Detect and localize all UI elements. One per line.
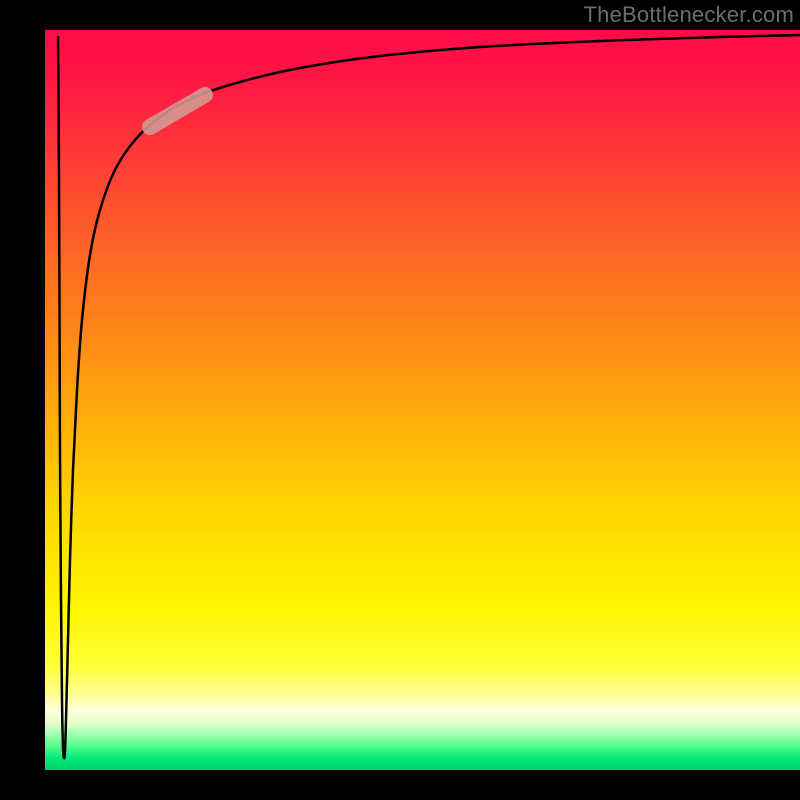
chart-svg — [0, 0, 800, 800]
plot-background — [45, 30, 800, 770]
watermark-text: TheBottlenecker.com — [584, 2, 794, 28]
chart-container: { "meta": { "watermark_text": "TheBottle… — [0, 0, 800, 800]
